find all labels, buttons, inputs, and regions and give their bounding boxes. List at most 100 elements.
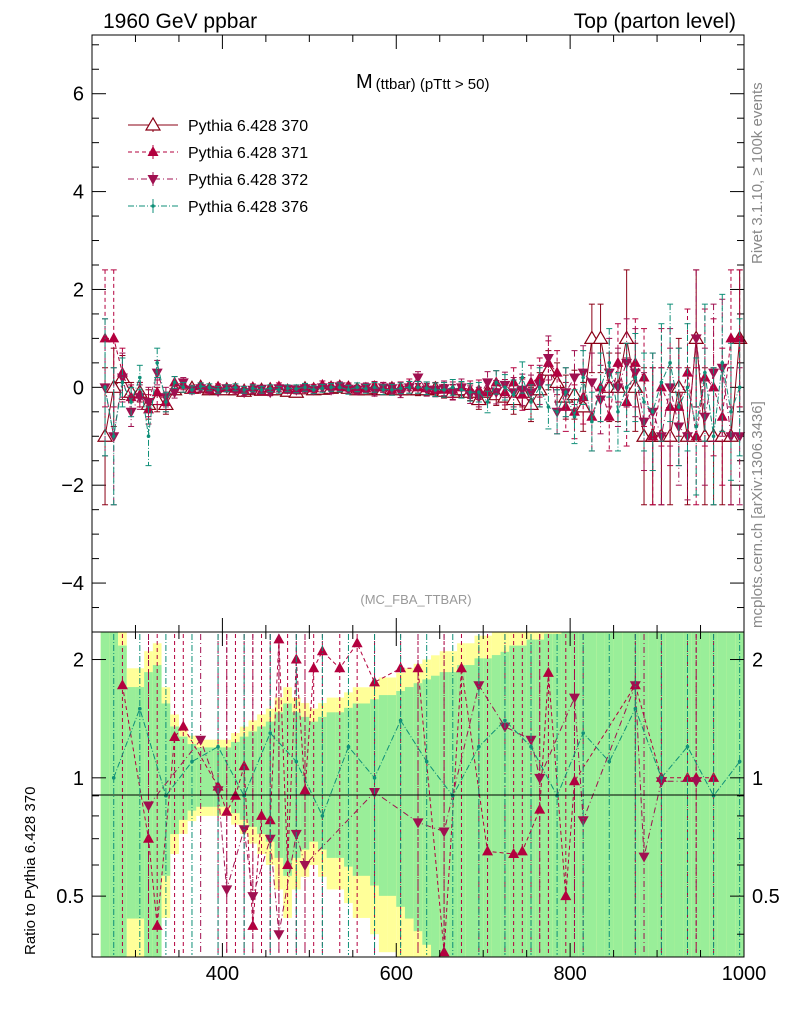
ratio-point-s371	[334, 662, 346, 673]
data-point-s376	[138, 375, 142, 380]
ratio-point-s376	[398, 718, 403, 723]
data-point-s376	[659, 380, 664, 385]
data-point-s376	[485, 400, 490, 404]
data-point-s376	[642, 400, 646, 404]
data-point-s372	[568, 373, 580, 384]
ratio-point-s371	[455, 662, 467, 673]
data-point-s376	[624, 385, 629, 390]
uncertainty-band-green	[257, 726, 266, 835]
ratio-y-tick-label-right: 2	[752, 650, 763, 672]
ratio-y-label: Ratio to Pythia 6.428 370	[22, 787, 39, 955]
ratio-point-s371	[116, 679, 128, 690]
data-point-s376	[294, 386, 299, 391]
data-point-s376	[537, 385, 542, 390]
ratio-point-s371	[708, 771, 720, 782]
ratio-point-s371	[177, 720, 189, 731]
data-point-s376	[633, 375, 638, 380]
ratio-point-s371	[560, 890, 572, 901]
data-point-s376	[164, 400, 168, 404]
data-point-s376	[398, 386, 403, 391]
data-point-s376	[563, 390, 568, 395]
uncertainty-band-green	[526, 639, 536, 957]
data-point-s376	[494, 380, 499, 385]
ratio-point-s376	[268, 731, 273, 735]
ratio-y-tick-label-right: 1	[752, 768, 763, 790]
ratio-point-s376	[503, 718, 507, 723]
data-point-s372	[690, 334, 702, 345]
legend-label-s370: Pythia 6.428 370	[188, 118, 308, 135]
data-point-s376	[520, 375, 525, 380]
data-point-s376	[668, 361, 672, 365]
data-point-s376	[416, 385, 420, 390]
header-left: 1960 GeV ppbar	[103, 10, 257, 33]
ratio-y-tick-label-left: 1	[73, 768, 84, 790]
data-point-s376	[616, 409, 620, 414]
data-point-s376	[172, 380, 177, 385]
data-point-s376	[720, 361, 725, 365]
data-point-s376	[677, 405, 681, 409]
ratio-point-s371	[351, 637, 363, 648]
data-point-s376	[468, 390, 472, 395]
ratio-point-s376	[659, 776, 664, 780]
data-point-s376	[424, 386, 429, 391]
data-point-s376	[511, 392, 516, 397]
x-tick-label: 1000	[722, 963, 767, 985]
data-point-s376	[146, 434, 151, 439]
data-point-s372	[516, 385, 528, 396]
data-point-s371	[525, 376, 537, 387]
ratio-point-s372	[412, 818, 424, 829]
data-point-s376	[311, 387, 316, 392]
uncertainty-band-green	[326, 712, 336, 858]
ratio-point-s376	[190, 759, 194, 764]
data-point-s376	[581, 375, 585, 380]
ratio-point-s372	[534, 773, 546, 784]
series-s376	[102, 293, 743, 506]
ratio-point-s371	[282, 859, 294, 870]
ratio-point-s372	[221, 885, 233, 896]
data-point-s372	[412, 373, 424, 384]
uncertainty-band-green	[126, 687, 136, 919]
data-point-s376	[737, 385, 742, 390]
ratio-point-s376	[294, 759, 299, 764]
data-point-s371	[629, 356, 641, 367]
uncertainty-band-green	[439, 672, 449, 957]
main-panel: −4 −2 0 2 4 6 M (ttbar) (pTtt > 50) (MC_FBA_T…	[61, 34, 748, 633]
uncertainty-band-green	[178, 736, 188, 820]
data-point-s376	[285, 386, 290, 391]
data-point-s376	[111, 434, 116, 439]
ratio-y-tick-label-left: 2	[73, 650, 84, 672]
x-tick-label: 600	[380, 963, 413, 985]
ratio-point-s371	[143, 832, 155, 843]
data-point-s371	[603, 410, 615, 421]
data-point-s372	[664, 383, 676, 394]
data-point-s376	[355, 385, 359, 390]
ratio-point-s376	[633, 706, 638, 711]
ratio-point-s371	[308, 662, 320, 673]
legend-label-s376: Pythia 6.428 376	[188, 199, 308, 216]
data-point-s376	[546, 405, 551, 409]
data-point-s376	[364, 386, 368, 391]
data-point-s376	[477, 390, 481, 395]
ratio-point-s376	[477, 744, 481, 749]
data-point-s371	[551, 366, 563, 377]
data-point-s372	[629, 368, 641, 379]
ratio-point-s376	[737, 759, 742, 764]
uncertainty-band-green	[274, 712, 284, 858]
data-point-s376	[259, 387, 264, 392]
data-point-s376	[598, 385, 603, 390]
data-point-s376	[337, 385, 342, 390]
data-point-s371	[725, 332, 737, 343]
data-point-s376	[433, 387, 438, 392]
uncertainty-band-green	[361, 703, 371, 876]
ratio-point-s372	[525, 735, 537, 746]
data-point-s376	[155, 361, 159, 365]
data-point-s376	[503, 385, 507, 390]
ratio-point-s371	[169, 731, 181, 742]
data-point-s376	[450, 385, 455, 390]
side-text-bottom: mcplots.cern.ch [arXiv:1306.3436]	[749, 401, 766, 628]
ratio-point-s371	[256, 809, 268, 820]
uncertainty-band-green	[118, 645, 127, 957]
data-point-s372	[586, 378, 598, 389]
ratio-point-s372	[264, 834, 276, 845]
legend-marker-s371	[147, 146, 159, 156]
